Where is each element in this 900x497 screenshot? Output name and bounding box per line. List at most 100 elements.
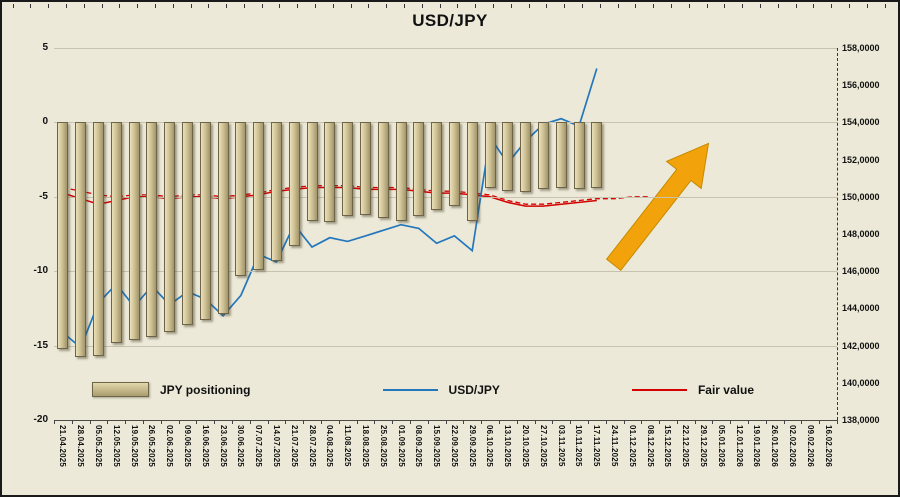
bottom-axis-tick (534, 420, 536, 424)
x-axis-date-label: 29.09.2025 (467, 425, 477, 468)
top-axis-tick (315, 4, 316, 8)
bottom-axis-tick (338, 420, 340, 424)
jpy-positioning-bar (484, 122, 496, 188)
legend-label-jpy-positioning: JPY positioning (160, 382, 251, 397)
jpy-positioning-bar (306, 122, 318, 221)
x-axis-date-label: 16.06.2025 (200, 425, 210, 468)
jpy-positioning-bar (342, 122, 354, 217)
bottom-axis-tick (516, 420, 518, 424)
bottom-axis-tick (837, 420, 838, 424)
x-axis-date-label: 29.12.2025 (699, 425, 709, 468)
bottom-axis-tick (285, 420, 287, 424)
x-axis-date-label: 19.05.2025 (129, 425, 139, 468)
top-axis-tick (688, 4, 690, 8)
bottom-axis-tick (552, 420, 554, 424)
trend-up-arrow-icon (605, 142, 710, 271)
bottom-axis-tick (160, 420, 162, 424)
top-axis-tick (279, 4, 281, 8)
top-axis-tick (546, 4, 548, 8)
top-axis-tick (759, 4, 761, 8)
jpy-positioning-bar (270, 122, 282, 261)
y-axis-right-label: 140,0000 (842, 377, 880, 388)
jpy-positioning-bar (164, 122, 176, 333)
jpy-positioning-bar (555, 122, 567, 188)
top-axis-tick (261, 4, 263, 8)
bottom-axis-tick (694, 420, 696, 424)
y-axis-left-label: -5 (39, 190, 48, 202)
x-axis-date-label: 28.07.2025 (307, 425, 317, 468)
top-axis-tick (119, 4, 121, 8)
top-axis-tick (386, 4, 388, 8)
top-axis-tick (439, 4, 441, 8)
bottom-axis-tick (232, 420, 233, 424)
bottom-axis-tick (249, 420, 251, 424)
x-axis-date-label: 21.07.2025 (289, 425, 299, 468)
jpy-positioning-bar (199, 122, 211, 321)
bottom-axis-tick (659, 420, 660, 424)
y-axis-left-label: -15 (33, 339, 48, 351)
right-axis-line (837, 48, 838, 420)
top-axis-tick (813, 4, 815, 8)
gridline (54, 48, 837, 49)
x-axis-date-label: 24.11.2025 (610, 425, 620, 467)
y-axis-right-label: 142,0000 (842, 340, 880, 351)
x-axis-date-label: 08.09.2025 (414, 425, 424, 468)
top-axis-tick (421, 4, 423, 8)
x-axis-date-label: 11.08.2025 (343, 425, 353, 467)
top-axis-tick (208, 4, 210, 8)
jpy-positioning-bar (128, 122, 140, 340)
jpy-positioning-bar (57, 122, 69, 349)
bottom-axis-tick (481, 420, 483, 424)
jpy-positioning-bar (431, 122, 443, 211)
x-axis-date-label: 22.12.2025 (681, 425, 691, 468)
bottom-axis-tick (303, 420, 305, 424)
legend-item-usdjpy: USD/JPY (382, 382, 500, 397)
top-axis-tick (884, 4, 886, 8)
top-axis-tick (101, 4, 103, 8)
top-axis-tick (564, 4, 566, 8)
bottom-axis-tick (89, 420, 91, 424)
x-axis-date-label: 26.05.2025 (147, 425, 157, 468)
top-axis-tick (848, 4, 850, 8)
y-axis-left-label: 0 (42, 116, 48, 128)
jpy-positioning-bar (359, 122, 371, 215)
top-axis-tick (831, 4, 833, 8)
x-axis-date-label: 06.10.2025 (485, 425, 495, 468)
top-axis-tick (475, 4, 477, 8)
bottom-axis-tick (214, 420, 216, 424)
jpy-positioning-bar (520, 122, 532, 193)
y-axis-right-label: 152,0000 (842, 154, 880, 165)
top-axis-tick (368, 4, 370, 8)
y-axis-left-label: -20 (33, 414, 48, 425)
bottom-axis-tick (463, 420, 465, 424)
legend-label-usdjpy: USD/JPY (448, 382, 500, 397)
y-axis-right-label: 156,0000 (842, 80, 880, 91)
y-axis-right-label: 148,0000 (842, 229, 880, 239)
y-axis-right-label: 150,0000 (842, 191, 880, 202)
x-axis-date-label: 21.04.2025 (58, 425, 68, 468)
x-axis-date-label: 22.09.2025 (449, 425, 459, 468)
bottom-axis-tick (107, 420, 109, 424)
jpy-positioning-bar (235, 122, 247, 276)
jpy-positioning-bar (395, 122, 407, 221)
x-axis-date-label: 09.02.2026 (805, 425, 815, 468)
gridline (54, 122, 837, 124)
y-axis-left-label: -10 (33, 265, 48, 277)
jpy-positioning-bar (146, 122, 158, 337)
x-axis-date-label: 23.06.2025 (218, 425, 228, 468)
bottom-axis-tick (730, 420, 732, 424)
bottom-axis-tick (356, 420, 358, 424)
jpy-positioning-bar (591, 122, 603, 188)
bottom-axis-tick (267, 420, 269, 424)
bottom-axis-tick (819, 420, 821, 424)
jpy-positioning-bar (217, 122, 229, 315)
bottom-axis-tick (676, 420, 678, 424)
y-axis-right-label: 146,0000 (842, 266, 880, 277)
jpy-positioning-bar (448, 122, 460, 206)
bottom-axis-tick (71, 420, 73, 424)
top-axis-tick (404, 4, 405, 8)
top-axis-tick (635, 4, 637, 8)
x-axis-date-label: 01.09.2025 (396, 425, 406, 468)
jpy-positioning-bar (182, 122, 193, 325)
bottom-axis-tick (783, 420, 785, 424)
